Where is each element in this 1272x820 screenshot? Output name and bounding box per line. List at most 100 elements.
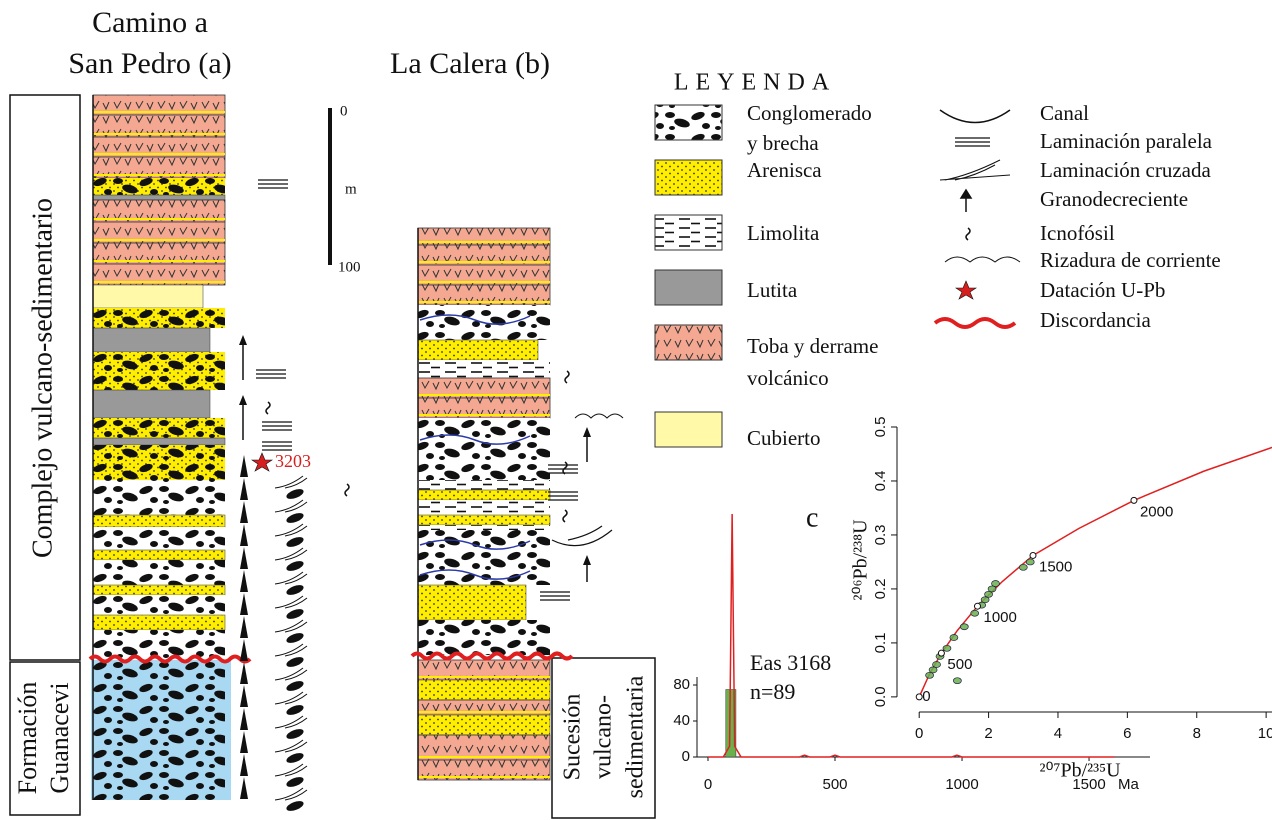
bed-cgl xyxy=(93,595,225,615)
ichnofossil xyxy=(563,510,567,522)
y-tick-label: 80 xyxy=(673,676,690,693)
unit-label: Guanacevi xyxy=(45,682,74,793)
cross-lamination xyxy=(275,692,307,704)
column-title: La Calera (b) xyxy=(390,47,550,80)
legend-swatch xyxy=(655,105,722,140)
cross-lamination xyxy=(275,476,307,488)
sample-label: 3203 xyxy=(275,451,311,471)
bed-stripe xyxy=(418,776,550,778)
bed-stripe xyxy=(418,241,550,243)
y-tick-label: 0.1 xyxy=(872,632,889,653)
fining-arrow xyxy=(240,754,248,776)
clast xyxy=(285,655,305,669)
legend-symbol xyxy=(966,228,970,240)
bed-cubierto xyxy=(93,285,203,308)
bed-stripe xyxy=(418,261,550,263)
bed-cgl xyxy=(418,530,550,585)
data-ellipse xyxy=(960,624,968,630)
data-ellipse xyxy=(950,635,958,641)
bed-cgl xyxy=(93,178,225,195)
clast xyxy=(285,511,305,525)
ripple xyxy=(575,414,623,418)
scale-label: 100 xyxy=(338,259,361,275)
ichnofossil xyxy=(563,462,567,474)
bed-stripe xyxy=(418,676,550,678)
unit-label: Formación xyxy=(13,682,42,795)
cross-lamination xyxy=(275,740,307,752)
y-tick-label: 0.5 xyxy=(872,417,889,438)
bed-stripe xyxy=(93,281,225,283)
unit-label: vulcano- xyxy=(591,695,617,779)
legend-swatch xyxy=(655,215,722,250)
fining-arrow xyxy=(240,501,248,523)
bed-stripe xyxy=(418,756,550,758)
concordia-curve xyxy=(919,401,1272,697)
bed-limolita xyxy=(418,500,550,515)
legend-symbol xyxy=(940,110,1010,123)
clast xyxy=(285,775,305,789)
fining-arrow xyxy=(240,731,248,753)
ichnofossil xyxy=(266,402,270,414)
x-tick-label: 0 xyxy=(915,725,923,742)
fining-arrow xyxy=(240,570,248,592)
bed-stripe xyxy=(418,301,550,303)
legend-symbol xyxy=(940,160,1010,180)
ichnofossil xyxy=(345,484,349,496)
concordia-plot: 024681012140.00.10.20.30.40.5²⁰⁷Pb/²³⁵U²… xyxy=(806,401,1272,782)
x-tick-label: 0 xyxy=(704,776,712,793)
cross-lamination xyxy=(275,548,307,560)
cross-lamination xyxy=(275,500,307,512)
legend-swatch xyxy=(655,412,722,447)
legend: Conglomeradoy brechaAreniscaLimolitaLuti… xyxy=(655,101,1221,450)
bed-sand xyxy=(418,490,550,500)
clast xyxy=(285,583,305,597)
y-tick-label: 0.3 xyxy=(872,525,889,546)
bed-stripe xyxy=(93,133,225,135)
legend-swatch xyxy=(655,160,722,195)
clast xyxy=(285,751,305,765)
legend-label: Limolita xyxy=(747,221,820,245)
legend-symbol xyxy=(935,319,1015,327)
bed-stripe xyxy=(418,414,550,416)
age-label: 500 xyxy=(947,656,972,673)
clast xyxy=(285,631,305,645)
bed-cgl xyxy=(418,620,550,655)
bed-cgl xyxy=(418,418,550,480)
age-mark xyxy=(1131,497,1137,503)
data-ellipse xyxy=(953,678,961,684)
legend-label: y brecha xyxy=(747,131,819,155)
star xyxy=(252,453,272,471)
annotation: Eas 3168 xyxy=(750,650,831,675)
bed-lutita xyxy=(93,390,210,418)
data-ellipse xyxy=(943,645,951,651)
bed-stripe xyxy=(93,153,225,155)
legend-label: Laminación paralela xyxy=(1040,129,1213,153)
age-label: 2000 xyxy=(1140,503,1173,520)
fining-arrow xyxy=(240,777,248,799)
data-ellipse xyxy=(971,610,979,616)
clast xyxy=(285,679,305,693)
age-mark xyxy=(938,650,944,656)
bed-sand xyxy=(93,615,225,630)
column-title: San Pedro (a) xyxy=(68,47,231,80)
panel-label: c xyxy=(806,502,818,533)
x-tick-label: 8 xyxy=(1193,725,1201,742)
y-axis-label: ²⁰⁶Pb/²³⁸U xyxy=(850,519,872,601)
x-axis-label: ²⁰⁷Pb/²³⁵U xyxy=(1039,760,1121,782)
bed-stripe xyxy=(418,711,550,713)
x-tick-label: 6 xyxy=(1123,725,1131,742)
clast xyxy=(285,703,305,717)
arrow-head xyxy=(239,395,247,405)
bed-cgl xyxy=(93,308,225,328)
x-tick-label: 1000 xyxy=(945,776,978,793)
bed-cgl xyxy=(93,560,225,585)
fining-arrow xyxy=(240,708,248,730)
x-tick-label: 500 xyxy=(822,776,847,793)
fining-arrow xyxy=(240,639,248,661)
bed-stripe xyxy=(93,260,225,262)
bed-sand xyxy=(93,550,225,560)
bed-stripe xyxy=(93,218,225,220)
bed-cgl xyxy=(93,418,225,438)
arrow-head xyxy=(239,335,247,345)
bed-sand xyxy=(418,715,550,735)
